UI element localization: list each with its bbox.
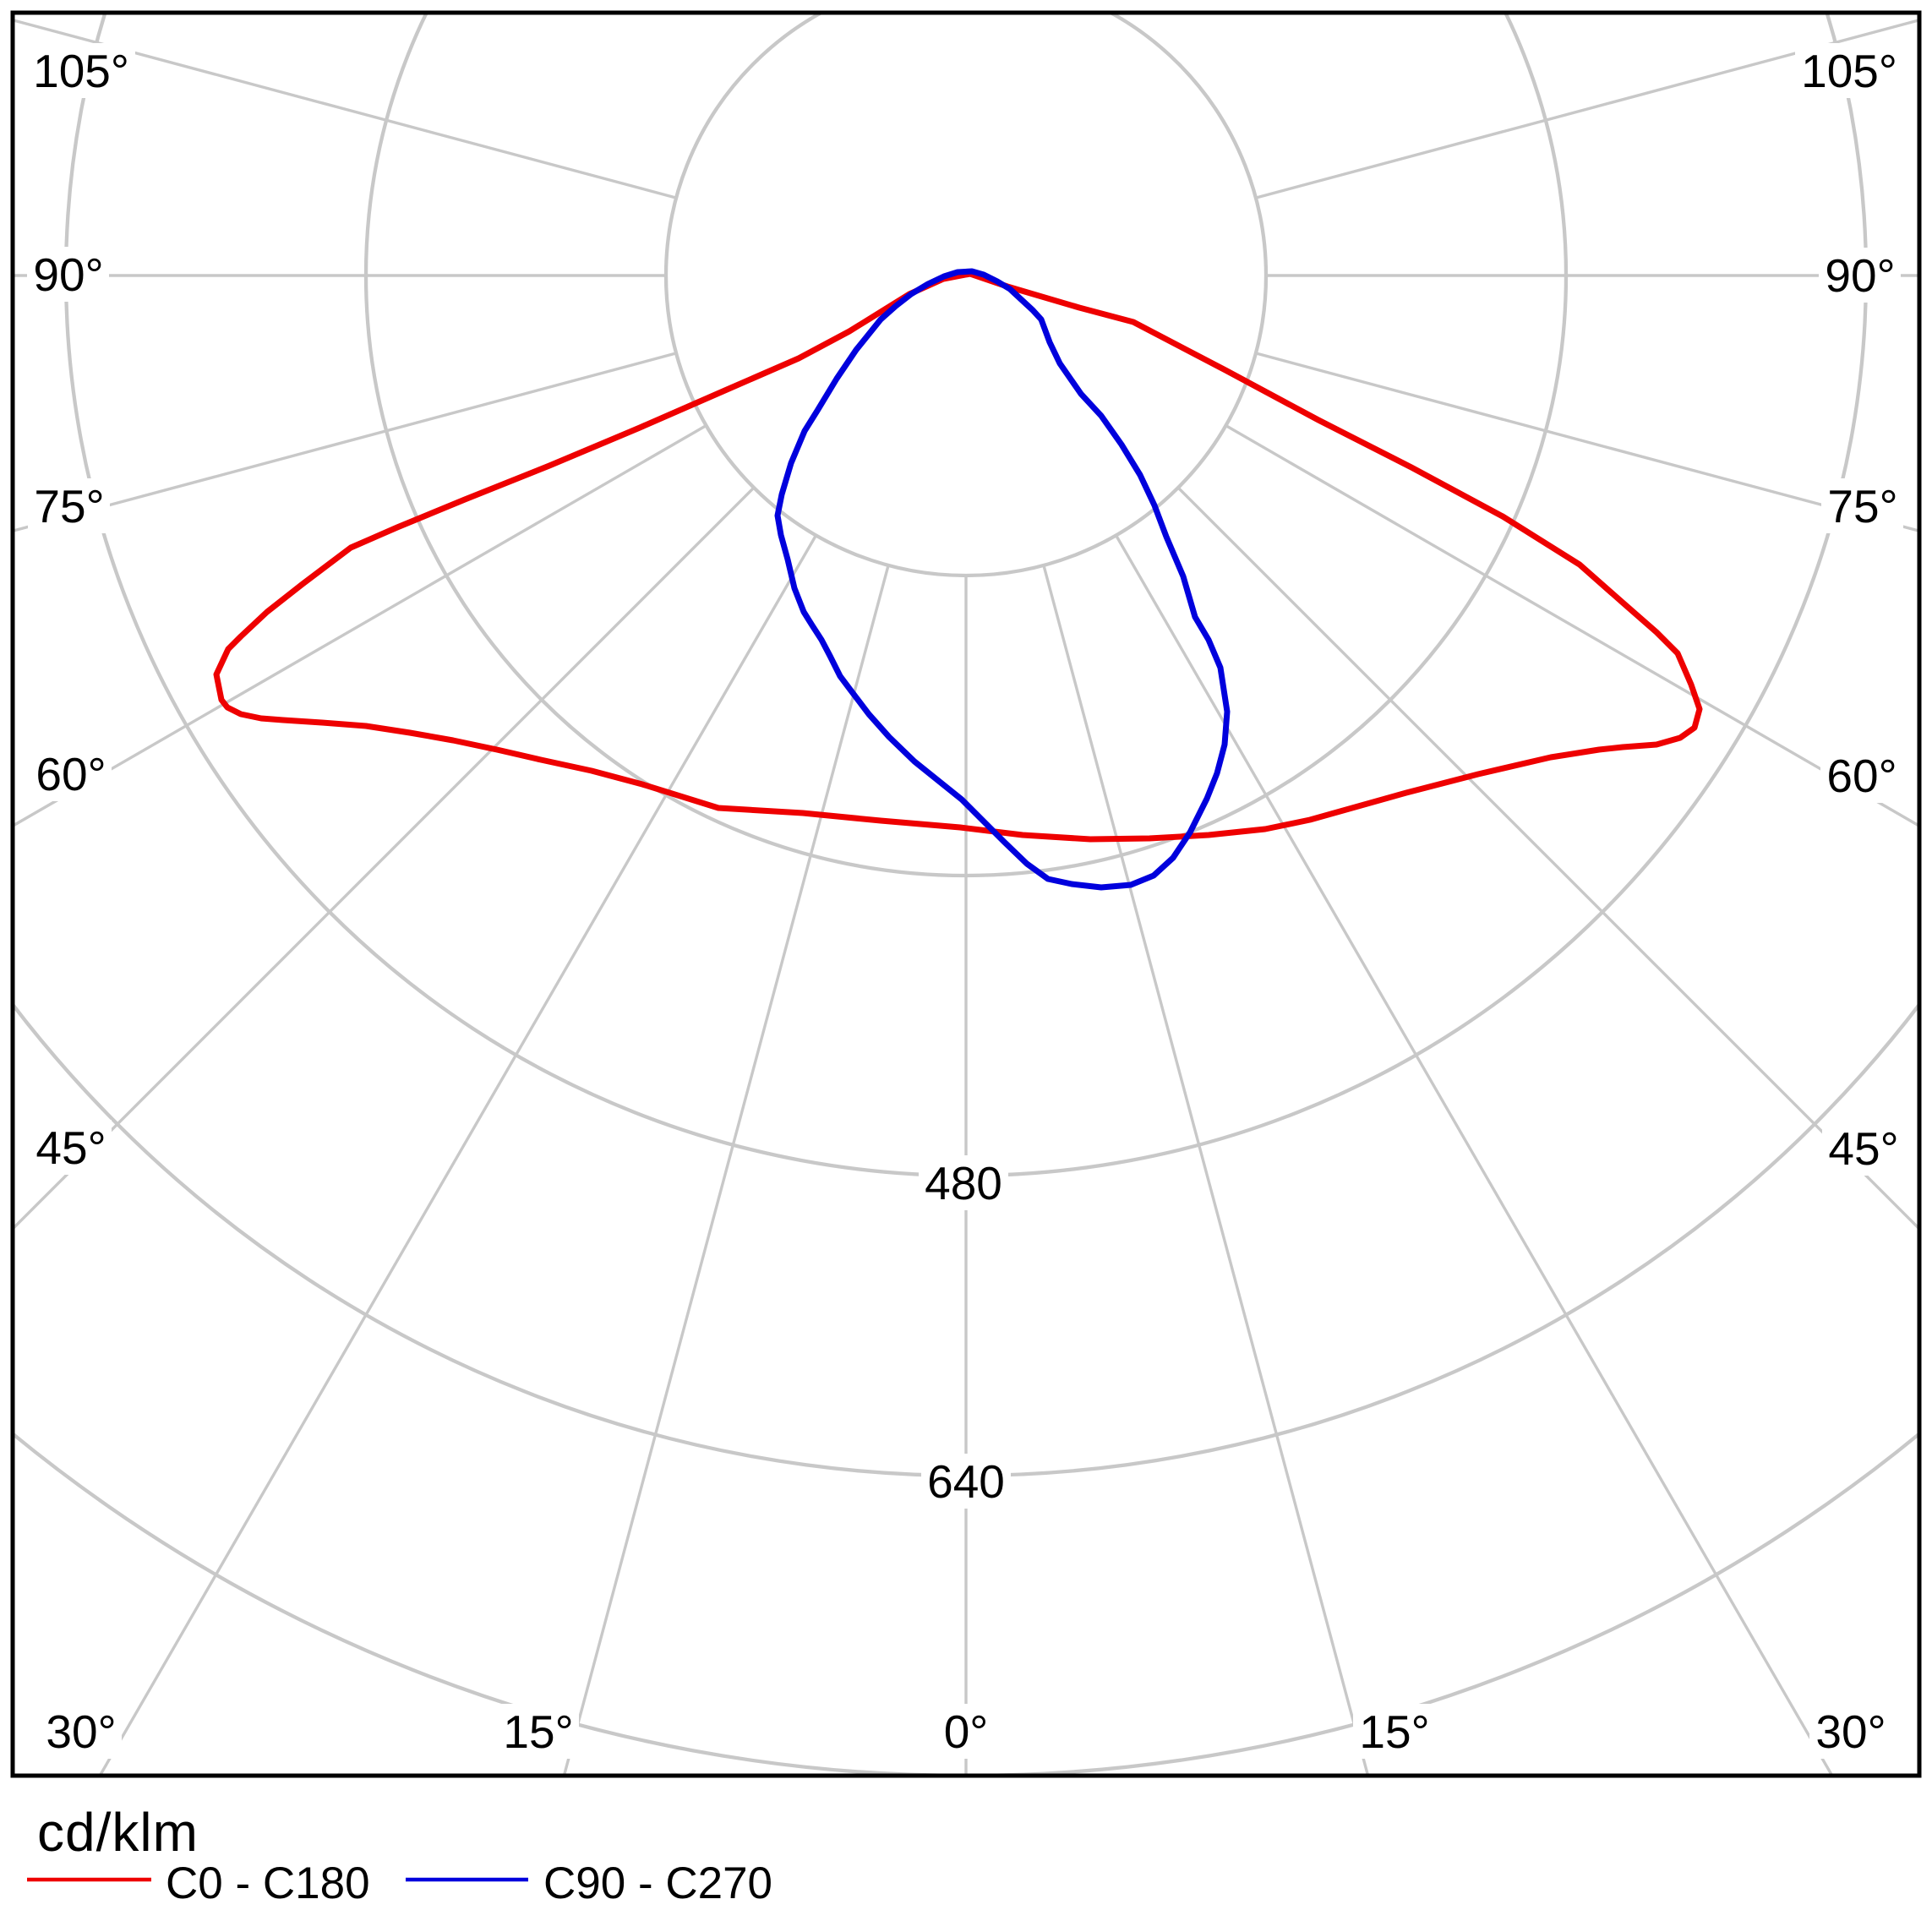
svg-text:45°: 45° (1828, 1122, 1898, 1175)
svg-text:C0 - C180: C0 - C180 (166, 1858, 370, 1908)
svg-text:0°: 0° (944, 1706, 989, 1758)
svg-text:480: 480 (925, 1157, 1002, 1209)
svg-text:75°: 75° (1827, 480, 1897, 532)
svg-text:105°: 105° (1801, 45, 1897, 97)
svg-text:C90 - C270: C90 - C270 (543, 1858, 772, 1908)
svg-text:30°: 30° (46, 1706, 116, 1758)
svg-text:cd/klm: cd/klm (37, 1802, 199, 1863)
svg-text:640: 640 (927, 1455, 1005, 1508)
svg-text:15°: 15° (503, 1706, 573, 1758)
svg-text:90°: 90° (1825, 249, 1895, 302)
svg-text:45°: 45° (35, 1122, 106, 1174)
svg-text:75°: 75° (34, 480, 104, 532)
svg-text:15°: 15° (1359, 1706, 1429, 1758)
svg-text:60°: 60° (1826, 750, 1897, 802)
svg-text:60°: 60° (35, 748, 106, 800)
svg-text:90°: 90° (33, 248, 103, 301)
svg-text:105°: 105° (33, 45, 129, 97)
svg-text:30°: 30° (1815, 1706, 1886, 1758)
